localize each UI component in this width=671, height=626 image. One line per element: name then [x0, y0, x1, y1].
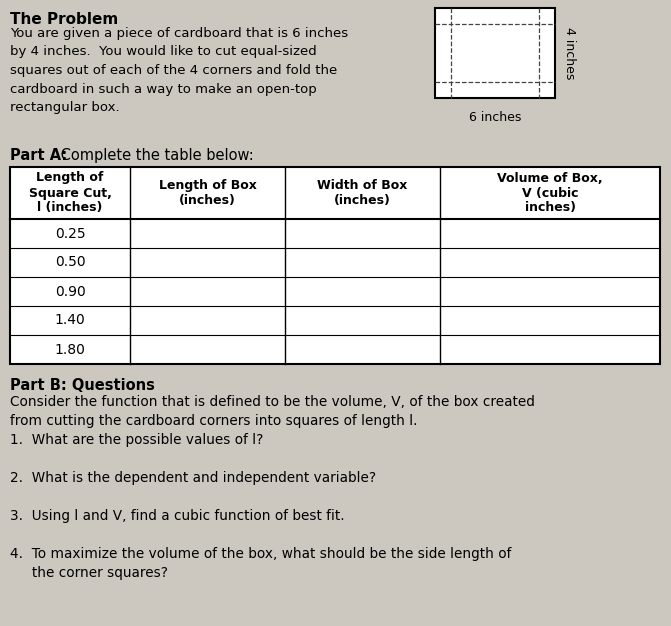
Text: 0.50: 0.50 — [55, 255, 85, 270]
Text: 2.  What is the dependent and independent variable?: 2. What is the dependent and independent… — [10, 471, 376, 485]
Text: Width of Box
(inches): Width of Box (inches) — [317, 179, 408, 207]
Text: 4.  To maximize the volume of the box, what should be the side length of
     th: 4. To maximize the volume of the box, wh… — [10, 547, 511, 580]
Text: Consider the function that is defined to be the volume, V, of the box created
fr: Consider the function that is defined to… — [10, 395, 535, 429]
Text: You are given a piece of cardboard that is 6 inches
by 4 inches.  You would like: You are given a piece of cardboard that … — [10, 27, 348, 114]
Text: Part B: Questions: Part B: Questions — [10, 378, 155, 393]
Text: 0.90: 0.90 — [54, 284, 85, 299]
Text: 0.25: 0.25 — [55, 227, 85, 240]
Text: 1.40: 1.40 — [54, 314, 85, 327]
Text: Length of Box
(inches): Length of Box (inches) — [158, 179, 256, 207]
Text: Length of
Square Cut,
l (inches): Length of Square Cut, l (inches) — [29, 172, 111, 215]
Text: 4 inches: 4 inches — [562, 27, 576, 79]
Text: Complete the table below:: Complete the table below: — [56, 148, 254, 163]
Text: Part A:: Part A: — [10, 148, 67, 163]
Text: 1.  What are the possible values of l?: 1. What are the possible values of l? — [10, 433, 264, 447]
Text: 6 inches: 6 inches — [469, 111, 521, 124]
Bar — [10, 167, 660, 364]
Text: Volume of Box,
V (cubic
inches): Volume of Box, V (cubic inches) — [497, 172, 603, 215]
Text: The Problem: The Problem — [10, 12, 118, 27]
Text: 1.80: 1.80 — [54, 342, 85, 356]
Bar — [435, 8, 555, 98]
Text: 3.  Using l and V, find a cubic function of best fit.: 3. Using l and V, find a cubic function … — [10, 509, 345, 523]
